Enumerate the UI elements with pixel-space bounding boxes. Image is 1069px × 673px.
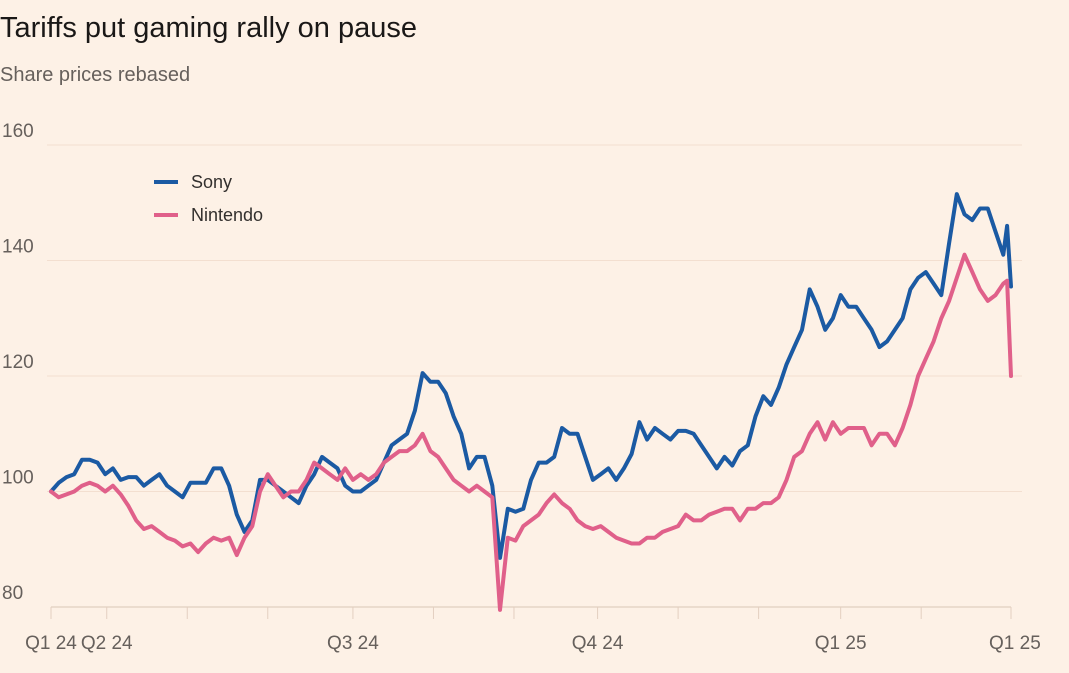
y-tick-label: 80 bbox=[2, 583, 23, 604]
y-axis: 80 100 120 140 160 bbox=[2, 121, 34, 604]
x-axis: Q1 24 Q2 24 Q3 24 Q4 24 Q1 25 Q1 25 bbox=[25, 606, 1041, 654]
x-tick-label: Q4 24 bbox=[572, 633, 624, 654]
chart-subtitle: Share prices rebased bbox=[0, 64, 191, 86]
legend[interactable]: Sony Nintendo bbox=[154, 172, 263, 225]
legend-label: Sony bbox=[191, 172, 232, 192]
series-line-sony bbox=[49, 192, 1013, 560]
y-tick-label: 140 bbox=[2, 237, 34, 258]
grid-lines bbox=[47, 144, 1022, 492]
y-tick-label: 100 bbox=[2, 468, 34, 489]
x-tick-label: Q1 24 bbox=[25, 633, 77, 654]
x-tick-label: Q1 25 bbox=[815, 633, 867, 654]
series-line-nintendo bbox=[49, 252, 1013, 612]
legend-label: Nintendo bbox=[191, 205, 263, 225]
x-tick-label: Q1 25 bbox=[989, 633, 1041, 654]
legend-item-sony[interactable]: Sony bbox=[154, 172, 232, 192]
legend-item-nintendo[interactable]: Nintendo bbox=[154, 205, 263, 225]
chart-title: Tariffs put gaming rally on pause bbox=[0, 12, 417, 44]
series-lines bbox=[49, 192, 1013, 612]
y-tick-label: 160 bbox=[2, 121, 34, 142]
x-tick-label: Q2 24 bbox=[81, 633, 133, 654]
x-tick-label: Q3 24 bbox=[327, 633, 379, 654]
y-tick-label: 120 bbox=[2, 352, 34, 373]
